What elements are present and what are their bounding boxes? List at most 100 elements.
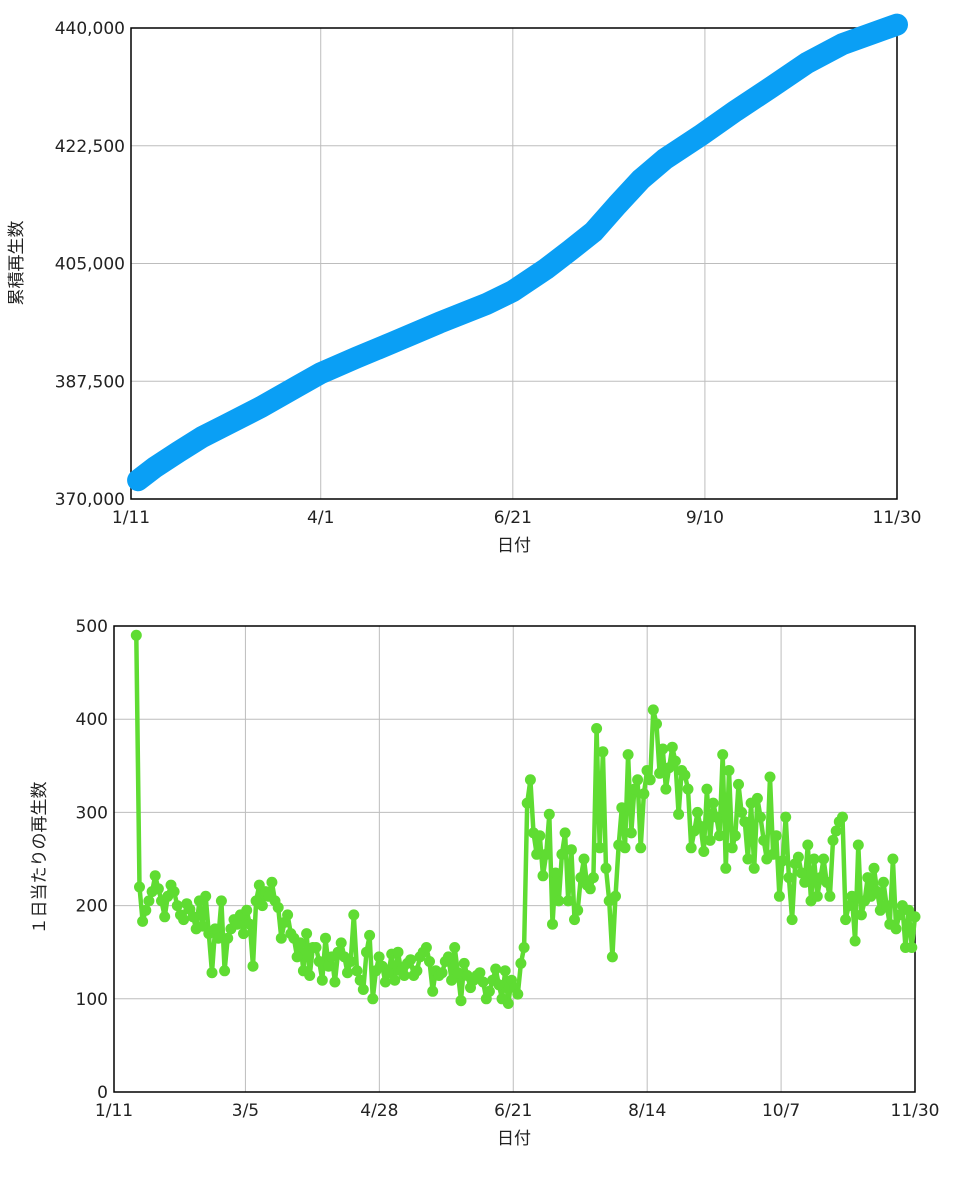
data-point [389,974,401,986]
data-point [704,834,716,846]
data-point [594,842,606,854]
data-point [802,839,814,851]
y-tick-label: 300 [76,803,108,823]
y-tick-label: 200 [76,897,108,917]
data-point [291,951,303,963]
data-point [398,970,410,981]
data-point [878,876,889,888]
data-point [837,811,848,823]
data-point [323,960,335,972]
x-tick-label: 11/30 [891,1101,940,1121]
data-point [644,774,656,786]
data-point [811,890,823,902]
data-point [796,867,807,879]
data-point [871,886,883,898]
data-point [320,932,331,944]
data-point [808,853,820,865]
data-point [458,957,470,969]
data-point [143,895,155,907]
data-point [553,895,565,907]
data-point [272,902,284,913]
y-tick-label: 400 [76,710,108,730]
data-point [855,909,867,921]
data-point [313,956,325,967]
data-point [420,942,432,953]
data-point [748,862,760,874]
data-point [906,942,918,953]
plot-frame [130,27,898,500]
data-point [726,842,738,854]
data-point [777,855,789,867]
x-tick-label: 3/5 [232,1101,259,1121]
data-point [540,848,552,860]
y-tick-label: 370,000 [55,490,125,510]
x-tick-labels: 1/11 3/5 4/28 6/21 8/14 10/7 11/30 [95,1101,940,1121]
data-point [171,900,183,912]
data-point [282,909,294,921]
data-point [367,993,379,1005]
data-point [342,967,353,979]
data-point [266,876,278,888]
data-point [411,965,423,977]
data-point [578,853,590,865]
data-point [436,967,448,979]
data-point [628,783,640,795]
data-point [348,909,360,921]
data-point [354,974,366,986]
data-point [758,834,770,846]
data-point [424,956,435,967]
data-point [695,820,707,832]
data-point [521,797,533,809]
data-point [862,872,874,884]
data-point [720,862,732,874]
data-point [543,808,555,820]
data-point [597,746,609,758]
data-point [717,749,729,761]
data-point [786,914,798,926]
data-point [827,834,839,846]
data-point [215,895,227,907]
data-point [206,967,218,979]
data-point [733,778,744,790]
y-tick-label: 387,500 [55,372,125,392]
y-tick-labels: 0 100 200 300 400 500 [76,617,108,1103]
data-point [490,963,502,975]
x-axis-title: 日付 [497,536,531,556]
data-point [682,783,694,795]
data-point [149,870,161,882]
data-point [357,984,369,995]
data-point [625,827,637,839]
x-tick-label: 6/21 [494,1101,532,1121]
x-tick-label: 10/7 [762,1101,800,1121]
data-point [635,842,647,854]
data-point [783,872,795,884]
data-point [212,932,224,944]
data-point [304,970,316,981]
data-point [587,872,599,884]
data-point [843,900,855,912]
data-point [840,914,852,926]
data-point [893,909,905,921]
data-point [773,890,785,902]
data-point [792,851,804,863]
data-point [209,923,221,935]
data-point [502,998,514,1009]
data-point [698,846,710,857]
data-point [515,957,527,969]
data-point [427,985,439,997]
data-point [534,830,546,842]
data-point [483,985,495,997]
data-point [316,974,328,986]
data-point [238,928,249,940]
data-point [622,749,634,761]
data-point [632,774,644,786]
data-point [600,862,612,874]
data-point [909,911,921,923]
y-tick-label: 422,500 [55,137,125,157]
data-point [474,967,486,979]
data-point [751,792,763,804]
cumulative-plays-chart: 370,000 387,500 405,000 422,500 440,000 1/11… [7,13,922,556]
x-tick-label: 4/28 [360,1101,398,1121]
data-point [821,876,833,888]
data-point [660,783,672,795]
